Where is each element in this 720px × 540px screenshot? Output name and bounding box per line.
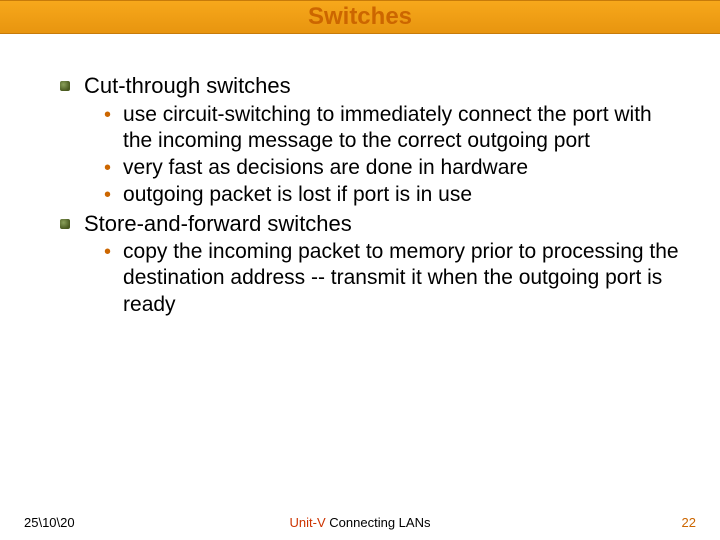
dot-bullet-icon: • xyxy=(104,158,111,178)
list-item: • use circuit-switching to immediately c… xyxy=(104,102,680,155)
square-bullet-icon xyxy=(60,219,70,229)
footer-topic-label: Connecting LANs xyxy=(326,515,431,530)
list-item: Store-and-forward switches xyxy=(60,210,680,238)
list-item-text: Cut-through switches xyxy=(84,72,291,100)
list-item: • outgoing packet is lost if port is in … xyxy=(104,182,680,208)
list-item: • very fast as decisions are done in har… xyxy=(104,155,680,181)
list-item-text: very fast as decisions are done in hardw… xyxy=(123,155,528,181)
slide: Switches Cut-through switches • use circ… xyxy=(0,0,720,540)
footer-unit-label: Unit-V xyxy=(290,515,326,530)
list-item: Cut-through switches xyxy=(60,72,680,100)
square-bullet-icon xyxy=(60,81,70,91)
list-item: • copy the incoming packet to memory pri… xyxy=(104,239,680,318)
list-item-text: Store-and-forward switches xyxy=(84,210,352,238)
slide-body: Cut-through switches • use circuit-switc… xyxy=(0,34,720,318)
footer-date: 25\10\20 xyxy=(24,515,75,530)
dot-bullet-icon: • xyxy=(104,105,111,125)
footer-center: Unit-V Connecting LANs xyxy=(290,515,431,530)
list-item-text: outgoing packet is lost if port is in us… xyxy=(123,182,472,208)
footer-page-number: 22 xyxy=(682,515,696,530)
slide-title: Switches xyxy=(308,3,412,30)
list-item-text: use circuit-switching to immediately con… xyxy=(123,102,680,155)
list-item-text: copy the incoming packet to memory prior… xyxy=(123,239,680,318)
title-bar: Switches xyxy=(0,0,720,34)
dot-bullet-icon: • xyxy=(104,185,111,205)
dot-bullet-icon: • xyxy=(104,242,111,262)
